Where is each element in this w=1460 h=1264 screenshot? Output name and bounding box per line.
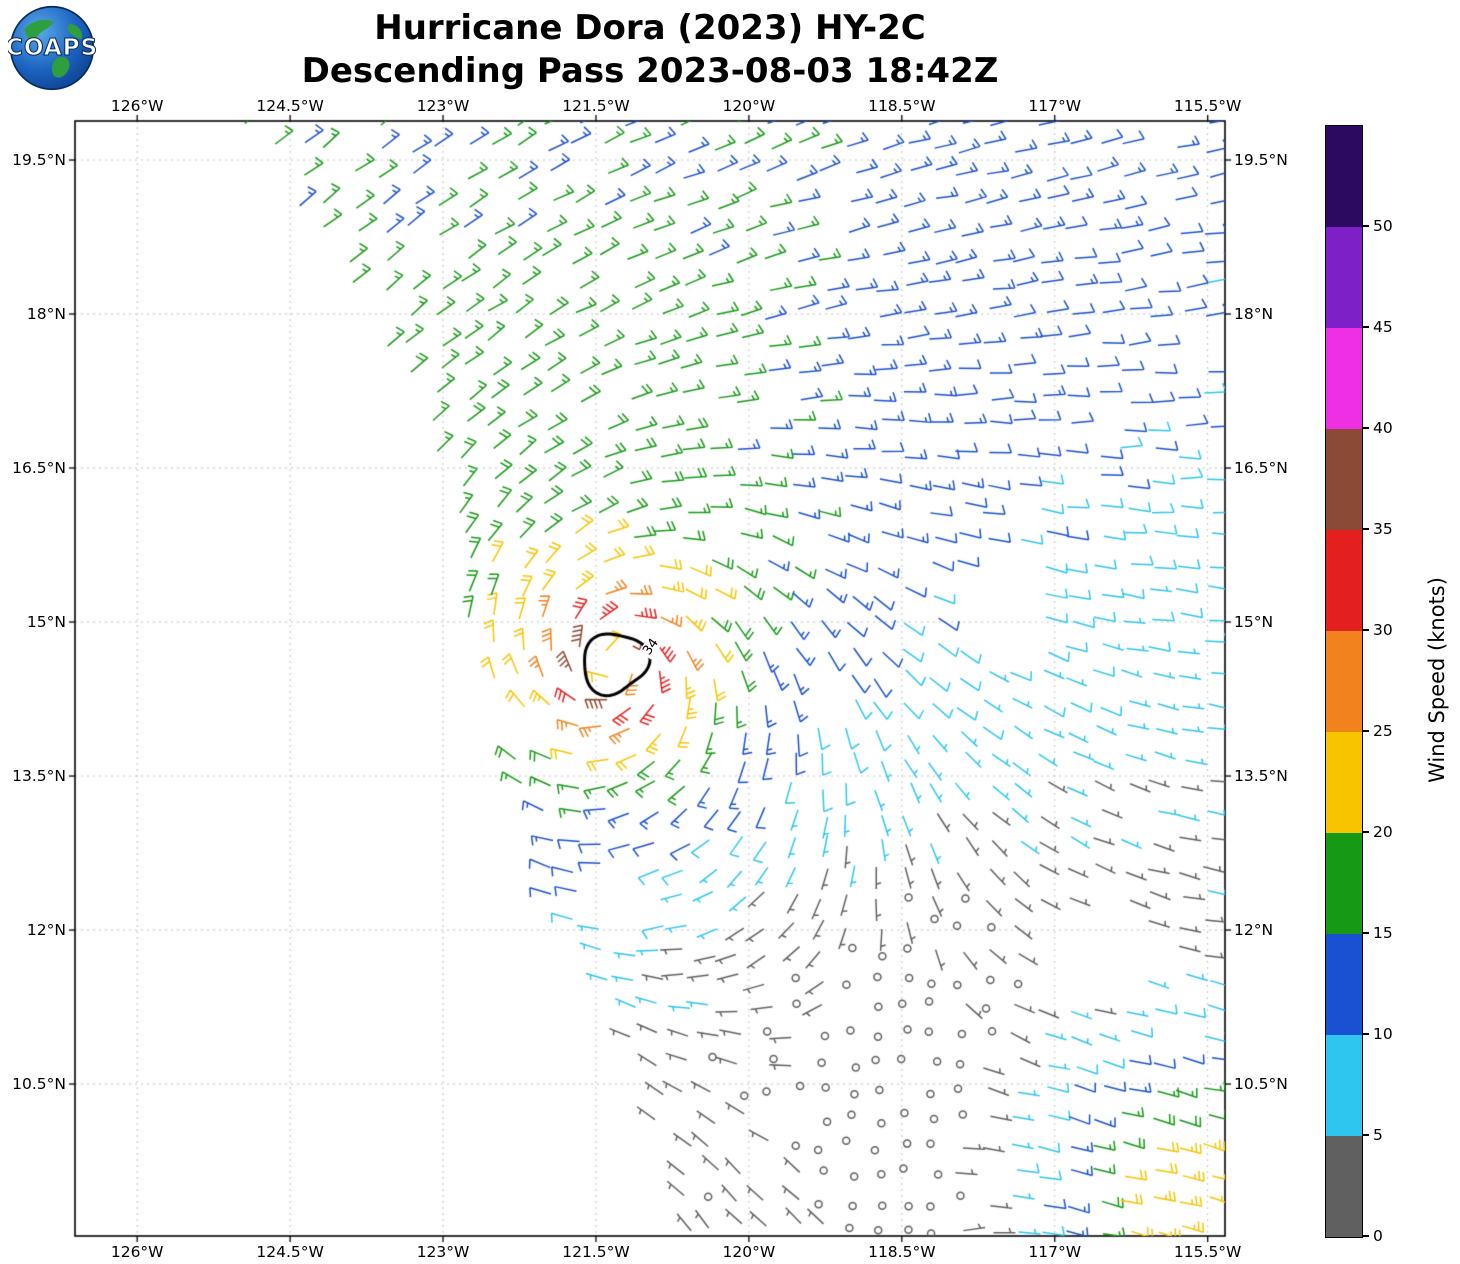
lat-tick-label-left: 13.5°N	[12, 767, 66, 786]
colorbar-segment	[1326, 631, 1362, 732]
lon-tick-label-bottom: 124.5°W	[256, 1243, 324, 1261]
colorbar-segment	[1326, 126, 1362, 227]
colorbar-tick-mark	[1363, 1134, 1369, 1136]
colorbar-segment	[1326, 833, 1362, 934]
colorbar-segment	[1326, 227, 1362, 328]
lat-tick-label-right: 18°N	[1234, 305, 1274, 324]
continent-shape	[67, 23, 83, 40]
colorbar-tick-label: 30	[1373, 621, 1393, 639]
colorbar-tick-label: 50	[1373, 217, 1393, 235]
colorbar-tick-mark	[1363, 1033, 1369, 1035]
colorbar-tick-mark	[1363, 831, 1369, 833]
colorbar-tick-mark	[1363, 528, 1369, 530]
colorbar-tick-label: 10	[1373, 1025, 1393, 1043]
colorbar-tick-mark	[1363, 427, 1369, 429]
colorbar-tick-mark	[1363, 730, 1369, 732]
page-title-line2: Descending Pass 2023-08-03 18:42Z	[301, 51, 999, 91]
coaps-logo: COAPS	[8, 5, 96, 91]
lat-tick-label-left: 10.5°N	[12, 1075, 66, 1094]
colorbar-tick-label: 5	[1373, 1126, 1383, 1144]
lat-tick-label-right: 13.5°N	[1234, 767, 1288, 786]
colorbar-segment	[1326, 328, 1362, 429]
continent-shape	[24, 19, 54, 41]
colorbar-segment	[1326, 429, 1362, 530]
colorbar-tick-label: 20	[1373, 823, 1393, 841]
lat-tick-label-right: 16.5°N	[1234, 459, 1288, 478]
lat-tick-label-left: 12°N	[26, 921, 66, 940]
lon-tick-label-top: 121.5°W	[562, 97, 630, 115]
lat-tick-label-right: 19.5°N	[1234, 151, 1288, 169]
lon-tick-label-bottom: 123°W	[416, 1243, 470, 1261]
lon-tick-label-top: 124.5°W	[256, 97, 324, 115]
colorbar	[1325, 125, 1363, 1238]
colorbar-segment	[1326, 934, 1362, 1035]
continent-shape	[51, 57, 70, 78]
lat-tick-label-left: 18°N	[26, 305, 66, 324]
lon-tick-label-top: 123°W	[416, 97, 470, 115]
colorbar-tick-mark	[1363, 225, 1369, 227]
colorbar-tick-label: 25	[1373, 722, 1393, 740]
colorbar-tick-label: 40	[1373, 419, 1393, 437]
lon-tick-label-bottom: 117°W	[1028, 1243, 1082, 1261]
colorbar-tick-mark	[1363, 326, 1369, 328]
lat-tick-label-left: 15°N	[26, 613, 66, 632]
colorbar-segment	[1326, 1136, 1362, 1237]
colorbar-title: Wind Speed (knots)	[1425, 577, 1449, 783]
lon-tick-label-top: 115.5°W	[1173, 97, 1242, 115]
lat-tick-label-left: 16.5°N	[12, 459, 66, 478]
lat-tick-label-right: 15°N	[1234, 613, 1274, 632]
colorbar-tick-label: 35	[1373, 520, 1393, 538]
colorbar-segment	[1326, 530, 1362, 631]
logo-text: COAPS	[8, 34, 96, 61]
colorbar-tick-mark	[1363, 629, 1369, 631]
colorbar-tick-label: 15	[1373, 924, 1393, 942]
lon-tick-label-top: 120°W	[722, 97, 776, 115]
page-title-line1: Hurricane Dora (2023) HY-2C	[374, 8, 926, 48]
colorbar-segment	[1326, 1035, 1362, 1136]
lat-tick-label-left: 19.5°N	[12, 151, 66, 169]
colorbar-tick-label: 45	[1373, 318, 1393, 336]
lon-tick-label-bottom: 120°W	[722, 1243, 776, 1261]
colorbar-tick-label: 0	[1373, 1227, 1383, 1245]
lon-tick-label-bottom: 126°W	[110, 1243, 164, 1261]
lon-tick-label-bottom: 121.5°W	[562, 1243, 630, 1261]
colorbar-tick-mark	[1363, 1235, 1369, 1237]
lon-tick-label-top: 126°W	[110, 97, 164, 115]
lon-tick-label-bottom: 115.5°W	[1173, 1243, 1242, 1261]
lon-tick-label-top: 117°W	[1028, 97, 1082, 115]
colorbar-segment	[1326, 732, 1362, 833]
lat-tick-label-right: 10.5°N	[1234, 1075, 1288, 1094]
lon-tick-label-bottom: 118.5°W	[868, 1243, 936, 1261]
lat-tick-label-right: 12°N	[1234, 921, 1274, 940]
lon-tick-label-top: 118.5°W	[868, 97, 936, 115]
colorbar-tick-mark	[1363, 932, 1369, 934]
